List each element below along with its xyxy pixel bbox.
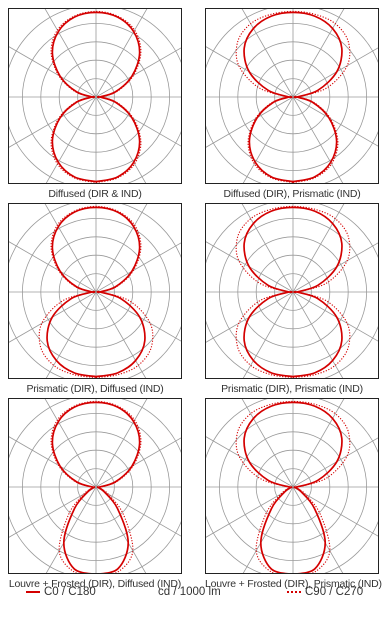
legend-dotted: C90 / C270 bbox=[287, 586, 363, 598]
c0-c180-curve bbox=[243, 11, 343, 183]
polar-grid bbox=[206, 399, 378, 573]
polar-chart-svg bbox=[206, 204, 378, 378]
polar-grid bbox=[206, 9, 378, 183]
chart-caption-5: Louvre + Frosted (DIR), Diffused (IND) bbox=[8, 578, 182, 590]
polar-grid bbox=[9, 9, 181, 183]
polar-grid bbox=[9, 399, 181, 573]
legend-unit: cd / 1000 lm bbox=[158, 586, 221, 598]
polar-chart-panel-5 bbox=[8, 398, 182, 574]
polar-chart-svg bbox=[9, 399, 181, 573]
polar-grid-spoke bbox=[242, 9, 345, 183]
polar-grid-spoke bbox=[45, 9, 148, 183]
c90-c270-curve bbox=[50, 400, 142, 573]
legend-solid-label: C0 / C180 bbox=[44, 586, 96, 598]
chart-caption-3: Prismatic (DIR), Diffused (IND) bbox=[26, 383, 164, 395]
polar-grid-spoke bbox=[242, 204, 345, 378]
polar-chart-svg bbox=[206, 399, 378, 573]
legend-solid: C0 / C180 bbox=[26, 586, 96, 598]
polar-chart-svg bbox=[9, 204, 181, 378]
polar-chart-svg bbox=[206, 9, 378, 183]
polar-grid-spoke bbox=[242, 399, 345, 573]
chart-caption-6: Louvre + Frosted (DIR), Prismatic (IND) bbox=[205, 578, 382, 590]
legend-dotted-label: C90 / C270 bbox=[305, 586, 364, 598]
polar-chart-panel-3 bbox=[8, 203, 182, 379]
polar-chart-panel-2 bbox=[205, 8, 379, 184]
polar-chart-panel-1 bbox=[8, 8, 182, 184]
polar-chart-panel-4 bbox=[205, 203, 379, 379]
chart-caption-1: Diffused (DIR & IND) bbox=[48, 188, 142, 200]
c0-c180-curve bbox=[243, 401, 343, 573]
solid-line-swatch-icon bbox=[26, 591, 40, 593]
polar-grid bbox=[206, 204, 378, 378]
dotted-line-swatch-icon bbox=[287, 591, 301, 593]
polar-grid-spoke bbox=[45, 399, 148, 573]
chart-caption-2: Diffused (DIR), Prismatic (IND) bbox=[223, 188, 361, 200]
polar-chart-panel-6 bbox=[205, 398, 379, 574]
c90-c270-curve bbox=[50, 10, 142, 183]
c0-c180-curve bbox=[46, 206, 146, 378]
c0-c180-curve bbox=[243, 206, 343, 378]
polar-grid bbox=[9, 204, 181, 378]
c90-c270-curve bbox=[235, 10, 351, 183]
chart-caption-4: Prismatic (DIR), Prismatic (IND) bbox=[221, 383, 363, 395]
c90-c270-curve bbox=[38, 205, 154, 378]
polar-chart-svg bbox=[9, 9, 181, 183]
legend-unit-label: cd / 1000 lm bbox=[158, 586, 221, 598]
polar-grid-spoke bbox=[45, 204, 148, 378]
c0-c180-curve bbox=[51, 11, 141, 183]
c90-c270-curve bbox=[235, 205, 351, 378]
